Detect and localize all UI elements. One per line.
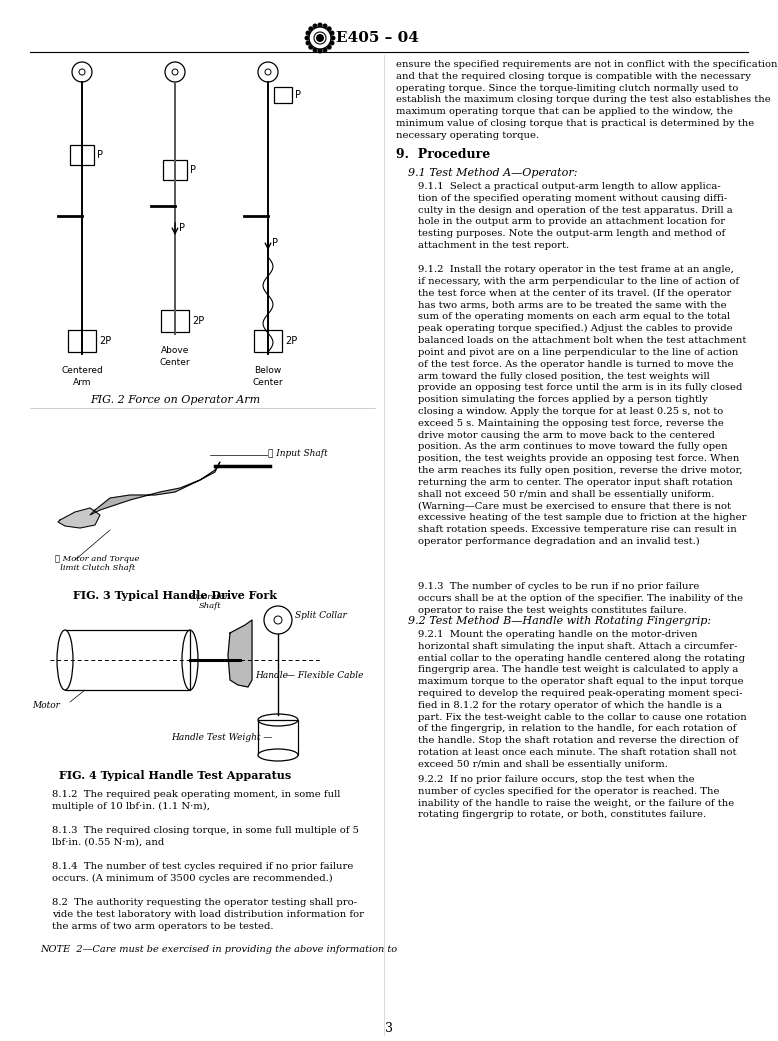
Text: P: P: [190, 166, 196, 175]
Circle shape: [327, 45, 331, 50]
Text: 9.1 Test Method A—Operator:: 9.1 Test Method A—Operator:: [408, 168, 577, 178]
Circle shape: [322, 48, 328, 52]
Text: Operator
Shaft: Operator Shaft: [191, 592, 230, 610]
Bar: [68, 330, 96, 352]
Text: 9.1.3  The number of cycles to be run if no prior failure
occurs shall be at the: 9.1.3 The number of cycles to be run if …: [418, 582, 743, 614]
Circle shape: [330, 41, 335, 46]
Bar: [254, 330, 282, 352]
Text: P: P: [272, 238, 278, 248]
Text: ensure the specified requirements are not in conflict with the specification,
an: ensure the specified requirements are no…: [396, 60, 778, 139]
Circle shape: [317, 23, 323, 27]
Text: 2P: 2P: [285, 336, 297, 346]
Text: FIG. 3 Typical Handle Drive Fork: FIG. 3 Typical Handle Drive Fork: [73, 590, 277, 601]
Circle shape: [313, 24, 317, 28]
Bar: [65, 630, 190, 690]
Polygon shape: [58, 508, 100, 528]
Text: 9.2 Test Method B—Handle with Rotating Fingergrip:: 9.2 Test Method B—Handle with Rotating F…: [408, 616, 711, 626]
Circle shape: [304, 35, 310, 41]
Text: 8.1.3  The required closing torque, in some full multiple of 5
lbf·in. (0.55 N·m: 8.1.3 The required closing torque, in so…: [52, 826, 359, 846]
Circle shape: [306, 30, 310, 35]
Circle shape: [306, 41, 310, 46]
Circle shape: [308, 45, 314, 50]
Circle shape: [308, 26, 314, 31]
Circle shape: [327, 26, 331, 31]
Bar: [70, 145, 94, 166]
Circle shape: [316, 34, 324, 42]
Circle shape: [309, 27, 331, 49]
Text: — Flexible Cable: — Flexible Cable: [286, 670, 363, 680]
Ellipse shape: [258, 750, 298, 761]
Text: E405 – 04: E405 – 04: [336, 31, 419, 45]
Text: P: P: [295, 90, 301, 100]
Text: 8.1.4  The number of test cycles required if no prior failure
occurs. (A minimum: 8.1.4 The number of test cycles required…: [52, 862, 353, 883]
Text: Above: Above: [161, 346, 189, 355]
Bar: [274, 87, 292, 103]
Text: Handle: Handle: [255, 670, 288, 680]
Text: Arm: Arm: [73, 378, 91, 387]
Text: NOTE  2—Care must be exercised in providing the above information to: NOTE 2—Care must be exercised in providi…: [40, 945, 397, 954]
Ellipse shape: [57, 630, 73, 690]
Text: 2P: 2P: [99, 336, 111, 346]
Text: 9.1.2  Install the rotary operator in the test frame at an angle,
if necessary, : 9.1.2 Install the rotary operator in the…: [418, 265, 747, 547]
Polygon shape: [228, 620, 252, 687]
Text: 9.1.1  Select a practical output-arm length to allow applica-
tion of the specif: 9.1.1 Select a practical output-arm leng…: [418, 182, 733, 250]
Text: 9.2.2  If no prior failure occurs, stop the test when the
number of cycles speci: 9.2.2 If no prior failure occurs, stop t…: [418, 775, 734, 819]
Text: 9.  Procedure: 9. Procedure: [396, 148, 490, 161]
Text: ℓ Motor and Torque
  limit Clutch Shaft: ℓ Motor and Torque limit Clutch Shaft: [55, 555, 139, 573]
Text: ℓ Input Shaft: ℓ Input Shaft: [268, 449, 328, 457]
Text: 9.2.1  Mount the operating handle on the motor-driven
horizontal shaft simulatin: 9.2.1 Mount the operating handle on the …: [418, 630, 747, 769]
Text: Below: Below: [254, 366, 282, 375]
Text: FIG. 4 Typical Handle Test Apparatus: FIG. 4 Typical Handle Test Apparatus: [59, 770, 291, 781]
Circle shape: [313, 48, 317, 52]
Text: Center: Center: [159, 358, 191, 367]
Text: 2P: 2P: [192, 316, 205, 326]
Text: 8.2  The authority requesting the operator testing shall pro-
vide the test labo: 8.2 The authority requesting the operato…: [52, 898, 364, 931]
Text: Split Collar: Split Collar: [295, 611, 347, 620]
Bar: [258, 720, 298, 755]
Circle shape: [330, 30, 335, 35]
Bar: [163, 160, 187, 180]
Bar: [161, 310, 189, 332]
Text: Center: Center: [253, 378, 283, 387]
Text: 8.1.2  The required peak operating moment, in some full
multiple of 10 lbf·in. (: 8.1.2 The required peak operating moment…: [52, 790, 340, 811]
Text: P: P: [179, 223, 185, 233]
Circle shape: [322, 24, 328, 28]
Polygon shape: [90, 462, 220, 515]
Text: Handle Test Weight —: Handle Test Weight —: [172, 733, 273, 742]
Text: P: P: [97, 150, 103, 160]
Circle shape: [314, 32, 326, 44]
Text: FIG. 2 Force on Operator Arm: FIG. 2 Force on Operator Arm: [90, 395, 260, 405]
Text: Motor: Motor: [32, 701, 60, 710]
Text: Centered: Centered: [61, 366, 103, 375]
Circle shape: [331, 35, 335, 41]
Text: 3: 3: [385, 1021, 393, 1035]
Circle shape: [317, 49, 323, 53]
